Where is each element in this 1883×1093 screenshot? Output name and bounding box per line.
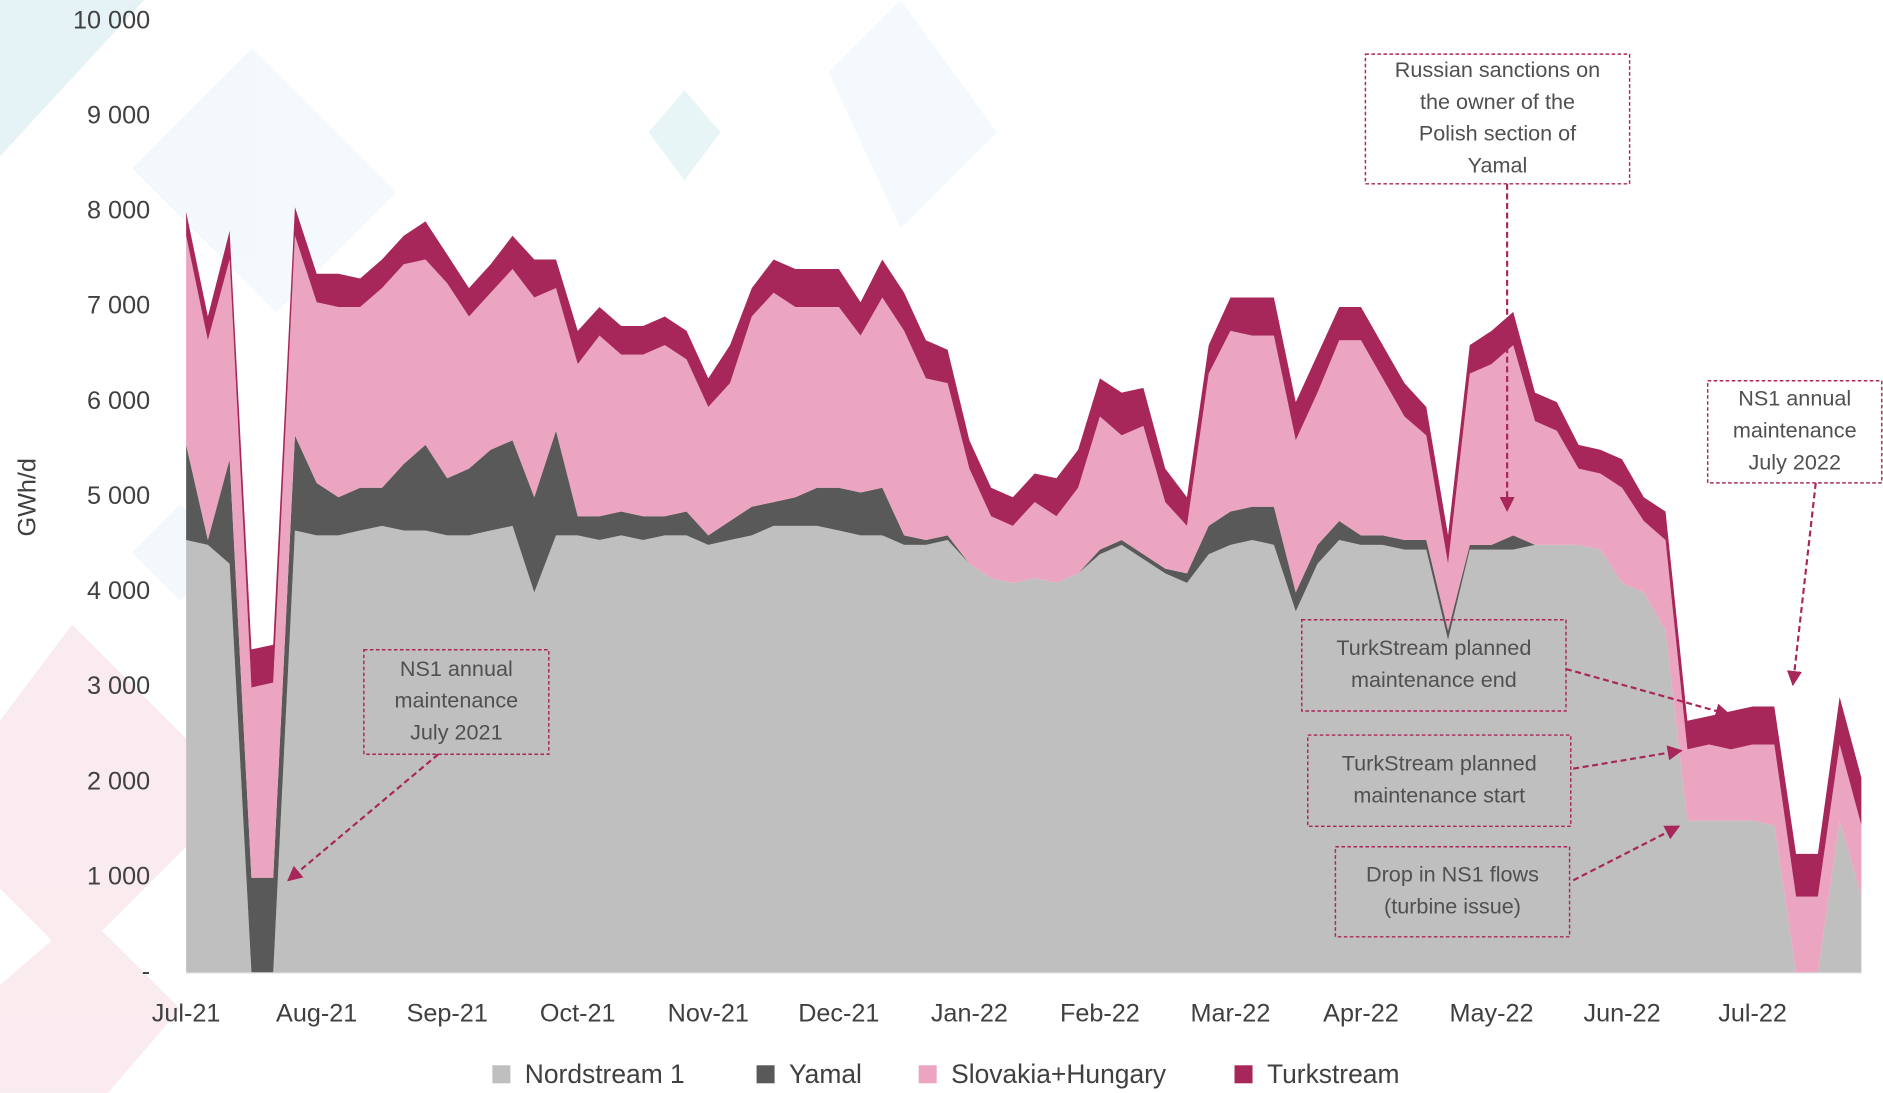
annotation-text: maintenance xyxy=(394,688,518,713)
areas xyxy=(186,207,1862,973)
annotation-text: Yamal xyxy=(1468,152,1528,177)
annotation-arrow xyxy=(1786,482,1817,687)
y-axis-label: GWh/d xyxy=(13,458,41,536)
y-tick-label: 7 000 xyxy=(87,292,150,320)
annotation-text: maintenance xyxy=(1733,418,1857,443)
background-decor xyxy=(0,0,997,1093)
legend-swatch xyxy=(756,1065,775,1084)
annotation-text: NS1 annual xyxy=(400,656,513,681)
annotation-box xyxy=(1334,846,1571,938)
y-tick-label: 2 000 xyxy=(87,767,150,795)
x-tick-label: Jul-22 xyxy=(1718,1000,1787,1028)
annotation-arrow xyxy=(1572,745,1683,770)
annotation-text: July 2021 xyxy=(410,720,503,745)
y-tick-label: 8 000 xyxy=(87,197,150,225)
x-tick-label: Aug-21 xyxy=(276,1000,357,1028)
y-tick-label: 3 000 xyxy=(87,672,150,700)
annotation-box xyxy=(1706,380,1883,484)
y-tick-label: - xyxy=(142,957,150,985)
annotation-text: Drop in NS1 flows xyxy=(1366,862,1539,887)
annotation-text: maintenance start xyxy=(1353,782,1525,807)
annotation-text: July 2022 xyxy=(1748,449,1841,474)
x-tick-label: Apr-22 xyxy=(1323,1000,1399,1028)
y-tick-label: 1 000 xyxy=(87,862,150,890)
annotation-box xyxy=(363,649,550,755)
x-tick-label: Oct-21 xyxy=(540,1000,616,1028)
x-tick-label: Mar-22 xyxy=(1191,1000,1271,1028)
y-tick-label: 4 000 xyxy=(87,577,150,605)
y-tick-label: 6 000 xyxy=(87,387,150,415)
annotation-arrow xyxy=(1572,825,1681,882)
annotation-box xyxy=(1364,53,1631,185)
annotation-box xyxy=(1301,619,1567,712)
legend-label: Nordstream 1 xyxy=(525,1059,685,1089)
annotation-text: TurkStream planned xyxy=(1336,635,1531,660)
annotation-arrow xyxy=(287,753,440,882)
legend-swatch xyxy=(492,1065,511,1084)
x-tick-label: May-22 xyxy=(1450,1000,1534,1028)
x-tick-label: Feb-22 xyxy=(1060,1000,1140,1028)
annotation-text: maintenance end xyxy=(1351,667,1517,692)
x-tick-label: Jun-22 xyxy=(1584,1000,1661,1028)
annotation-box xyxy=(1307,734,1572,828)
legend-swatch xyxy=(918,1065,937,1084)
area xyxy=(186,235,1862,973)
legend-label: Turkstream xyxy=(1267,1059,1400,1089)
annotation-text: Russian sanctions on xyxy=(1395,57,1600,82)
y-tick-label: 5 000 xyxy=(87,482,150,510)
annotation-text: the owner of the xyxy=(1420,89,1575,114)
y-tick-label: 10 000 xyxy=(73,6,150,34)
y-tick-label: 9 000 xyxy=(87,101,150,129)
x-tick-label: Jul-21 xyxy=(152,1000,221,1028)
annotation-text: Polish section of xyxy=(1419,121,1577,146)
x-tick-label: Dec-21 xyxy=(798,1000,879,1028)
annotation-text: TurkStream planned xyxy=(1342,750,1537,775)
x-tick-label: Jan-22 xyxy=(931,1000,1008,1028)
annotation-text: NS1 annual xyxy=(1738,386,1851,411)
area xyxy=(186,525,1862,973)
legend-swatch xyxy=(1234,1065,1253,1084)
annotation-text: (turbine issue) xyxy=(1384,893,1521,918)
legend-label: Yamal xyxy=(789,1059,862,1089)
x-tick-label: Nov-21 xyxy=(668,1000,749,1028)
legend-label: Slovakia+Hungary xyxy=(951,1059,1167,1089)
x-tick-label: Sep-21 xyxy=(407,1000,488,1028)
